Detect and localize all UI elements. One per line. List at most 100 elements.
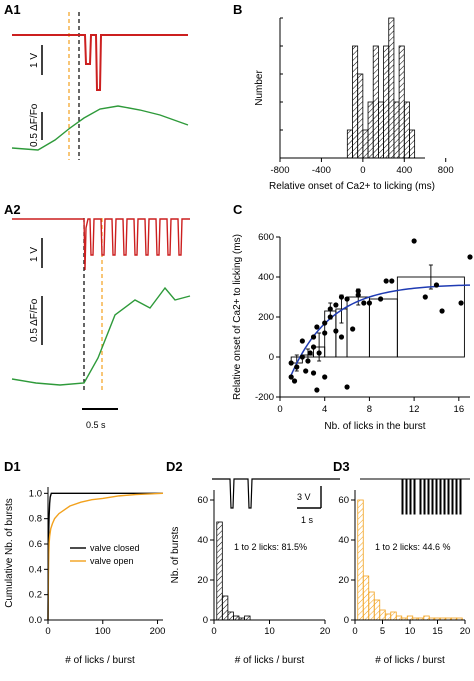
y-tick-label: 0 [203,615,208,626]
data-point [338,294,345,300]
histogram-bar [379,609,386,621]
data-point [377,296,384,302]
x-axis-label: # of licks / burst [65,655,135,666]
d2-voltage-scale-label: 3 V [297,492,311,502]
x-tick-label: 8 [367,404,372,415]
legend-label: valve open [90,556,134,566]
data-point [361,300,367,306]
percentage-annotation: 1 to 2 licks: 81.5% [234,542,307,552]
time-scale-label: 0.5 s [86,420,106,430]
mean-bin-box [346,296,370,358]
data-point [294,364,300,370]
data-point [333,302,339,308]
histogram-bar [398,45,405,159]
y-tick-label: 0.2 [29,590,42,601]
histogram-bar [362,575,370,621]
y-tick-label: -200 [255,392,274,403]
data-point [288,360,294,366]
panel-label-d1: D1 [4,459,21,474]
cdf-line [47,492,164,621]
panel-label-c: C [233,202,243,217]
x-tick-label: 0 [45,626,50,637]
d2-time-scale-label: 1 s [301,515,314,525]
data-point [322,374,328,380]
x-tick-label: 400 [396,165,412,176]
y-tick-label: 0 [269,352,274,363]
x-tick-label: -800 [270,165,289,176]
histogram-bar [357,73,364,159]
x-tick-label: 5 [380,626,385,637]
fluorescence-scale-label: 0.5 ΔF/Fo [29,298,40,342]
panel-a1: A1 1 V 0.5 ΔF/Fo [4,2,189,160]
y-tick-label: 0.4 [29,564,42,575]
histogram-bar [362,129,369,159]
x-tick-label: 800 [438,165,454,176]
x-tick-label: 10 [264,626,275,637]
data-point [322,320,328,326]
y-tick-label: 1.0 [29,488,42,499]
histogram-bar [409,129,416,159]
data-point [310,370,317,376]
data-point [333,328,339,334]
histogram-bar [227,611,234,621]
histogram-bar [373,599,381,621]
lick-voltage-trace [12,218,190,271]
data-point [411,238,417,244]
x-axis-label: # of licks / burst [235,655,305,666]
histogram-bar [384,613,392,621]
histogram-bar [367,101,374,159]
data-point [316,350,322,356]
percentage-annotation: 1 to 2 licks: 44.6 % [375,542,451,552]
data-point [299,338,305,344]
histogram-bar [244,615,251,621]
histogram-bar [233,615,240,621]
y-axis-label: Cumulative Nb. of bursts [4,498,15,608]
y-axis-label: Nb. of bursts [170,527,181,584]
d2-lick-trace [212,478,340,509]
data-point [344,296,350,302]
panel-label-a1: A1 [4,2,21,17]
data-point [383,278,389,284]
histogram-bar [403,101,410,159]
histogram-bar [383,45,390,159]
panel-d2-histogram-closed: D2 0 10 20 0 20 40 60 # of licks / burst Nb. of b… [166,459,330,666]
data-point [327,306,333,312]
data-point [310,334,317,340]
x-tick-label: 200 [150,626,166,637]
histogram-bar [352,45,359,159]
x-tick-label: 0 [352,626,357,637]
panel-label-d2: D2 [166,459,183,474]
exponential-fit-line [290,284,471,376]
data-point [433,282,440,288]
x-tick-label: 4 [322,404,327,415]
x-tick-label: 15 [432,626,443,637]
data-point [389,278,395,284]
histogram-bar [221,595,229,621]
data-point [303,368,309,374]
y-tick-label: 20 [197,575,208,586]
panel-label-a2: A2 [4,202,21,217]
x-axis-label: # of licks / burst [375,655,445,666]
data-point [291,378,298,384]
data-point [322,330,328,336]
histogram-bar [372,45,379,159]
d2-inset-trace: 3 V 1 s [212,478,340,525]
data-point [305,358,311,364]
x-axis-label: Nb. of licks in the burst [324,421,425,432]
x-axis-label: Relative onset of Ca2+ to licking (ms) [269,181,435,192]
data-point [307,350,313,356]
data-point [344,384,350,390]
histogram-bar [406,615,414,621]
y-tick-label: 200 [258,312,274,323]
y-tick-label: 400 [258,272,274,283]
fluorescence-scale-label: 0.5 ΔF/Fo [29,103,40,147]
data-point [355,292,361,298]
histogram-bar [388,17,395,159]
panel-a2: A2 1 V 0.5 ΔF/Fo 0.5 s [4,202,191,430]
x-tick-label: 20 [460,626,471,637]
histogram-bar [377,101,384,159]
y-tick-label: 20 [338,575,349,586]
y-tick-label: 40 [338,535,349,546]
